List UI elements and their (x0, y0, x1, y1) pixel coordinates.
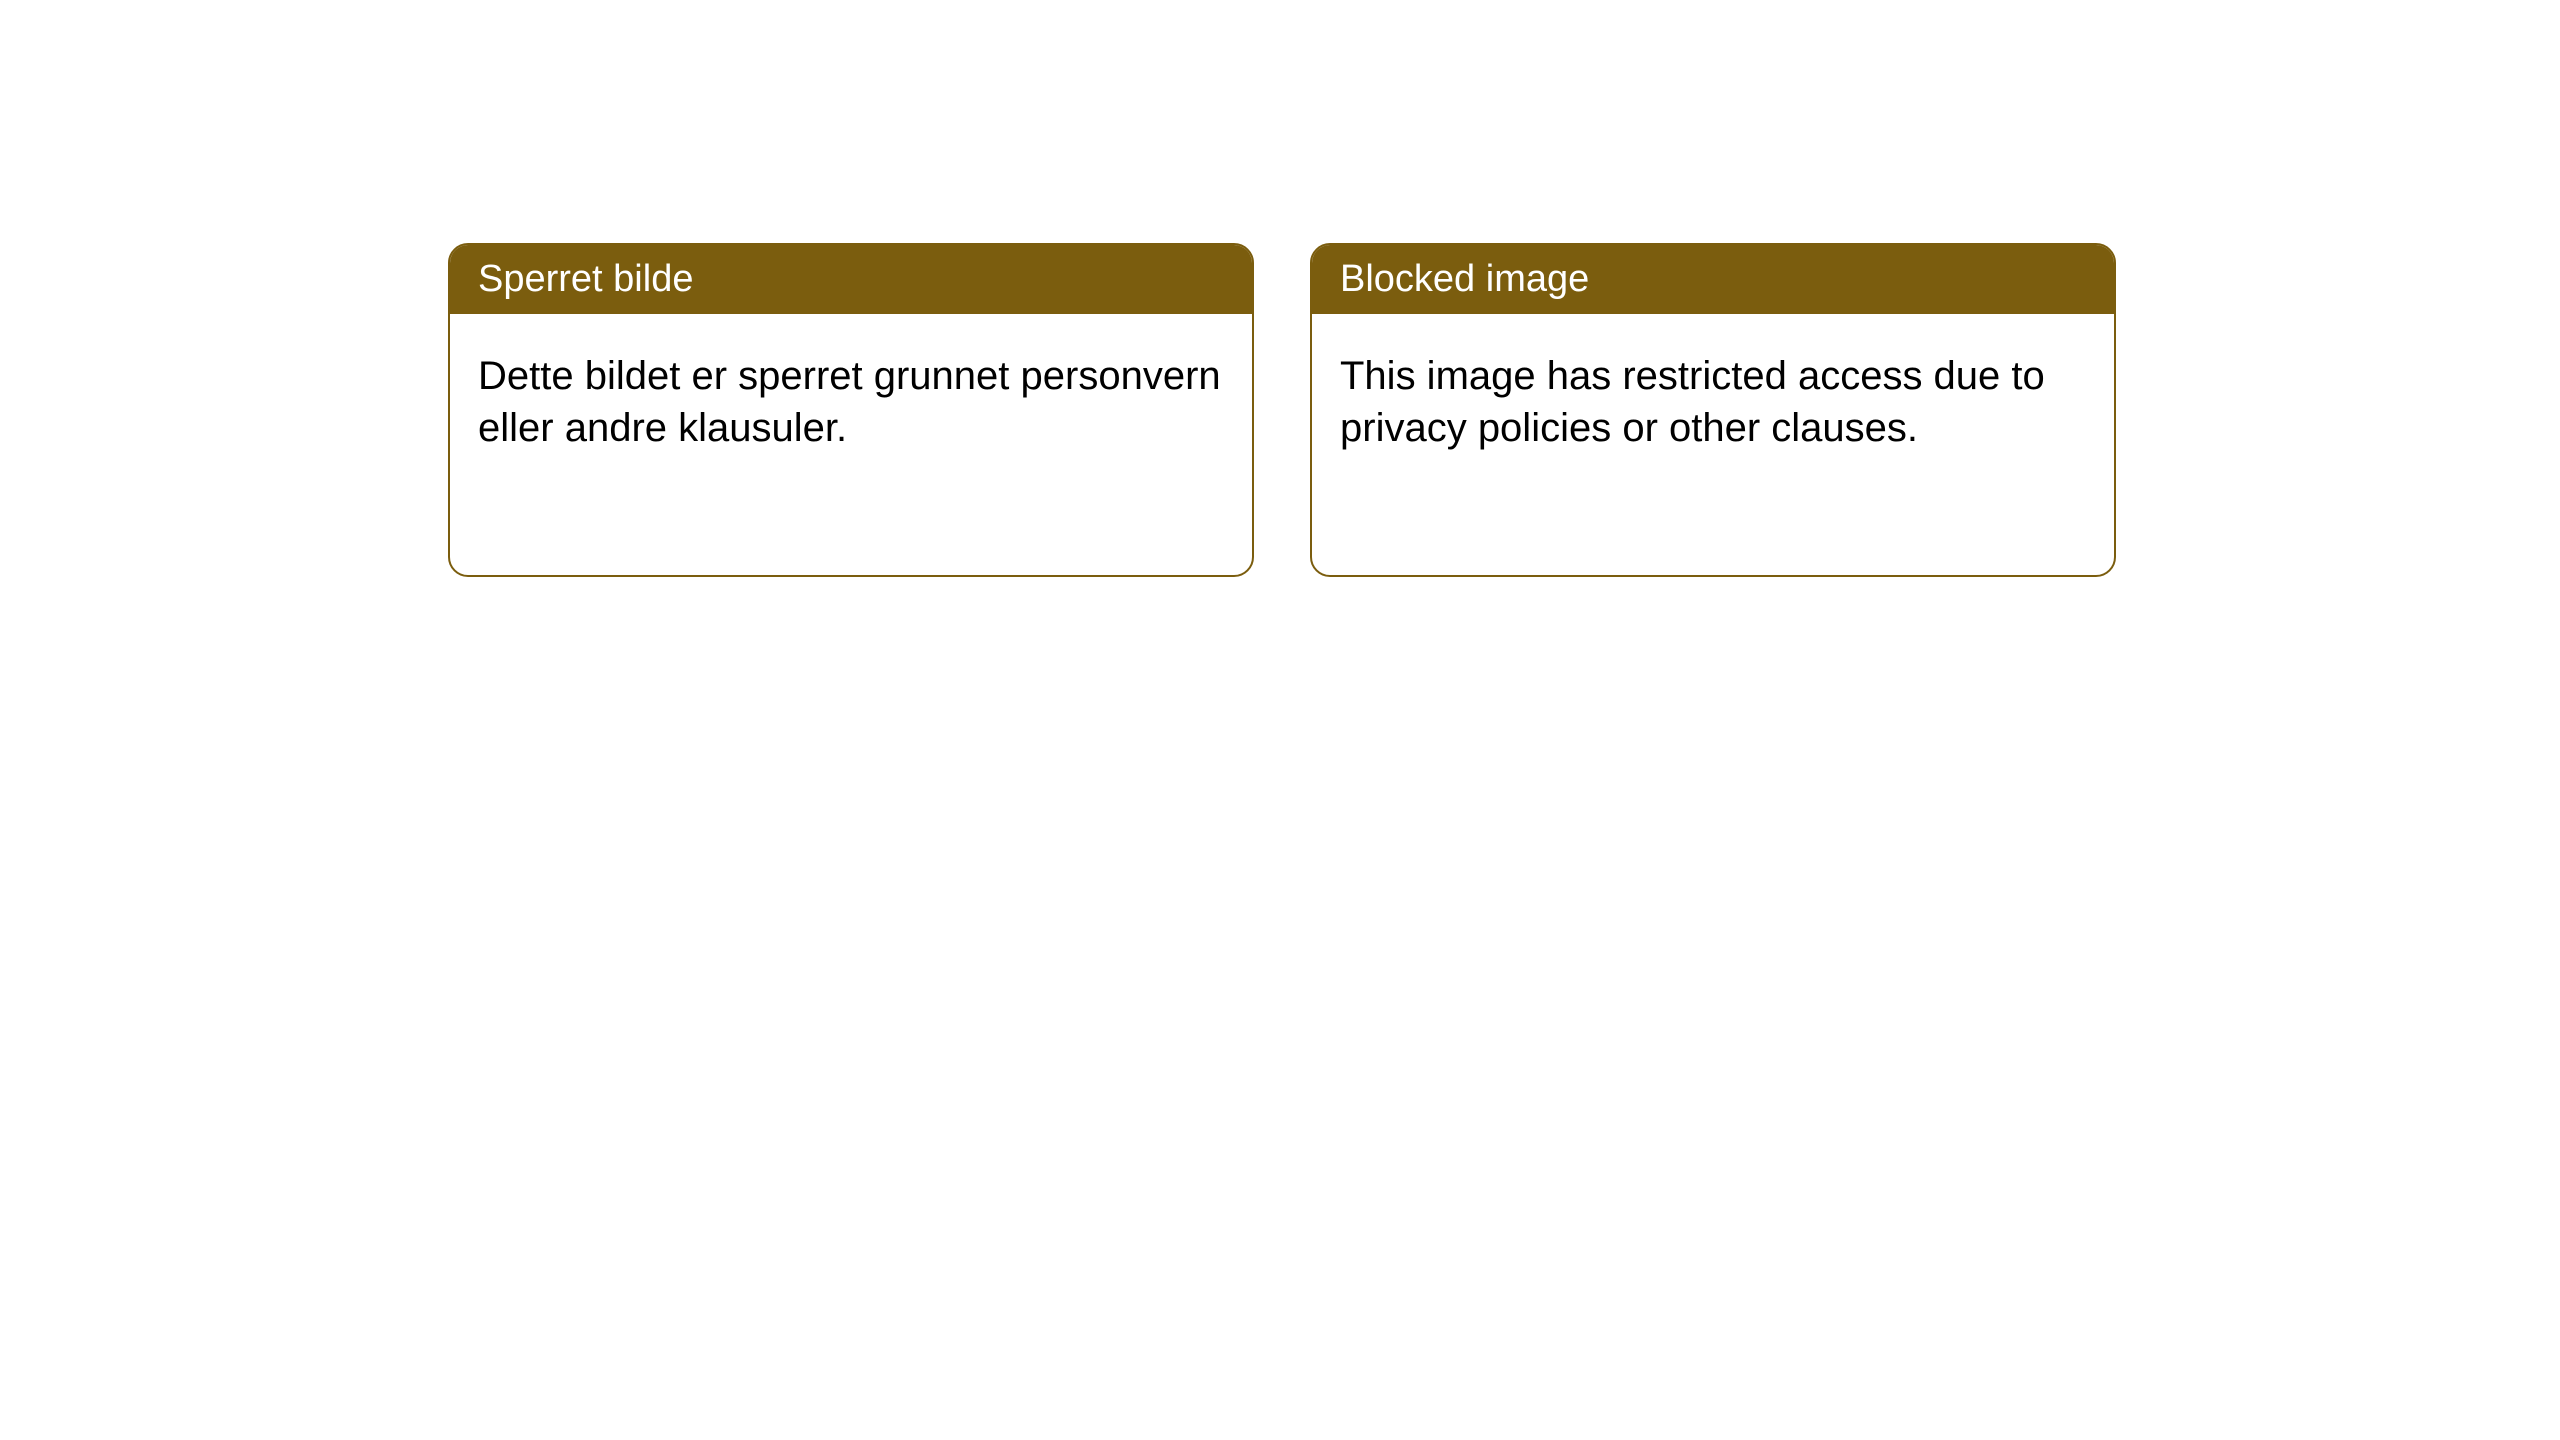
notice-body-no: Dette bildet er sperret grunnet personve… (450, 314, 1252, 490)
notice-body-en: This image has restricted access due to … (1312, 314, 2114, 490)
notice-container: Sperret bilde Dette bildet er sperret gr… (0, 0, 2560, 577)
notice-title-en: Blocked image (1312, 245, 2114, 314)
notice-card-no: Sperret bilde Dette bildet er sperret gr… (448, 243, 1254, 577)
notice-title-no: Sperret bilde (450, 245, 1252, 314)
notice-card-en: Blocked image This image has restricted … (1310, 243, 2116, 577)
